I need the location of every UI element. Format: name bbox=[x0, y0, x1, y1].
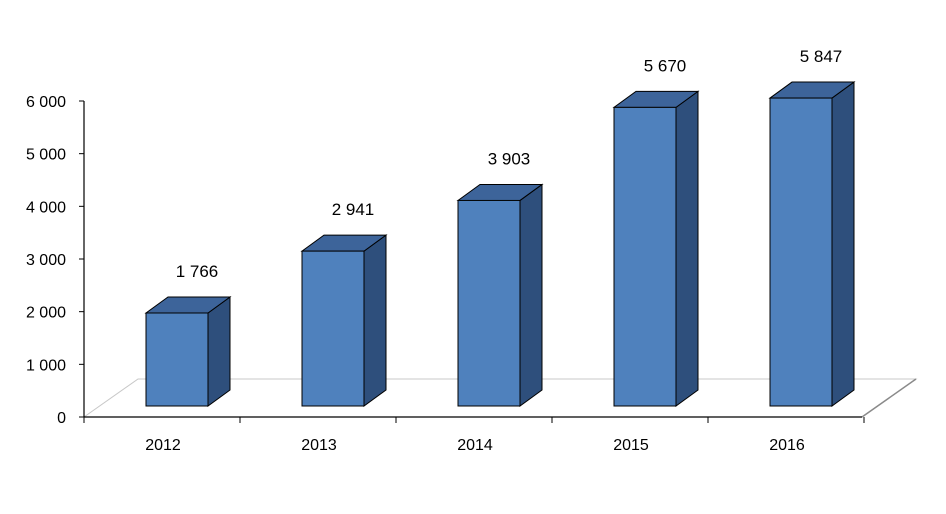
bar-side bbox=[675, 90, 699, 407]
bar-front bbox=[145, 312, 209, 407]
bar-front bbox=[613, 106, 677, 407]
x-tick-label: 2015 bbox=[613, 437, 649, 454]
y-tick-label: 2 000 bbox=[26, 305, 66, 322]
data-label: 2 941 bbox=[332, 200, 375, 219]
bar bbox=[456, 183, 544, 407]
bar-front bbox=[301, 250, 365, 407]
bar-side bbox=[363, 234, 387, 407]
y-tick-label: 4 000 bbox=[26, 199, 66, 216]
x-tick-label: 2016 bbox=[769, 437, 805, 454]
data-label: 1 766 bbox=[176, 262, 219, 281]
bar-side bbox=[831, 81, 855, 407]
data-labels: 1 766 2 941 3 903 5 670 5 847 bbox=[176, 47, 843, 281]
floor-right-edge bbox=[861, 378, 917, 418]
y-tick-label: 3 000 bbox=[26, 252, 66, 269]
data-label: 5 670 bbox=[644, 56, 687, 75]
bar-front bbox=[769, 97, 833, 407]
data-label: 5 847 bbox=[800, 47, 843, 66]
data-label: 3 903 bbox=[488, 149, 531, 168]
y-tick-label: 5 000 bbox=[26, 147, 66, 164]
bar bbox=[612, 90, 700, 407]
bar bbox=[144, 296, 232, 407]
x-tick-label: 2012 bbox=[145, 437, 181, 454]
bar bbox=[768, 81, 856, 407]
chart-axes: 0 1 000 2 000 3 000 4 000 5 000 6 000 2012 2013 2… bbox=[26, 94, 865, 454]
bar-front bbox=[457, 199, 521, 407]
bars bbox=[144, 81, 856, 407]
y-tick-label: 1 000 bbox=[26, 357, 66, 374]
x-tick-label: 2014 bbox=[457, 437, 493, 454]
bar-side bbox=[207, 296, 231, 407]
x-tick-label: 2013 bbox=[301, 437, 337, 454]
y-tick-label: 6 000 bbox=[26, 94, 66, 111]
bar-side bbox=[519, 183, 543, 407]
y-tick-label: 0 bbox=[57, 410, 66, 427]
bar bbox=[300, 234, 388, 407]
